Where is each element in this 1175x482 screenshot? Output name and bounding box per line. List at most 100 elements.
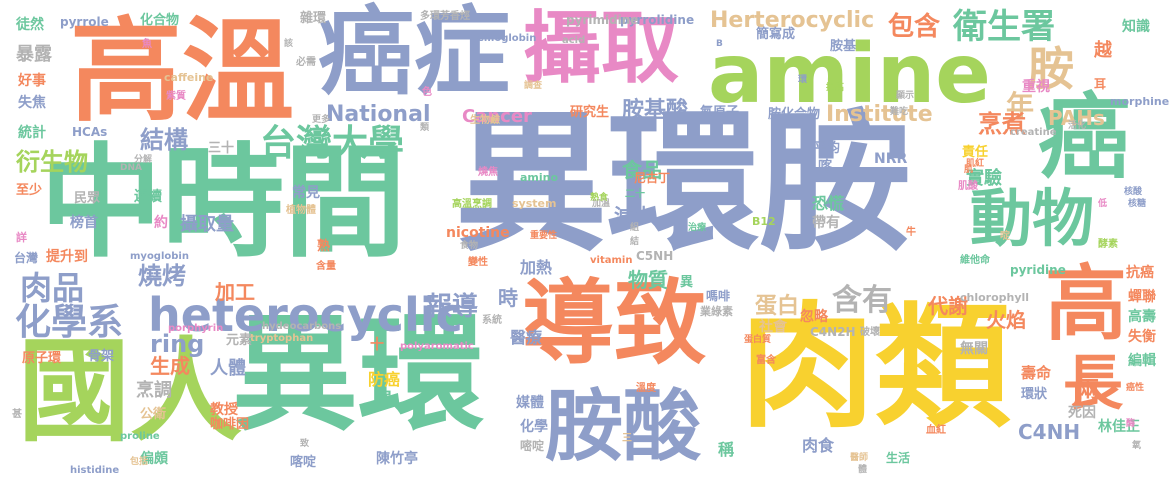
cloud-word: 烹調	[136, 380, 172, 401]
cloud-word: 提高	[826, 83, 845, 93]
cloud-word: 核酸	[1124, 187, 1143, 197]
cloud-word: tryptophan	[250, 333, 314, 344]
cloud-word: 壽命	[1021, 364, 1052, 382]
cloud-word: Institute	[826, 102, 933, 127]
cloud-word: 編輯	[1128, 353, 1156, 369]
cloud-word: 癌症	[318, 0, 510, 108]
cloud-word: 癌	[1038, 84, 1131, 191]
cloud-word: 加溫	[592, 199, 611, 209]
cloud-word: 台灣	[14, 251, 39, 265]
cloud-word: pyrrolidine	[620, 13, 695, 27]
cloud-word: 顯示	[896, 91, 915, 101]
cloud-word: Cancer	[462, 106, 532, 127]
cloud-word: 更多	[312, 115, 331, 125]
cloud-word: 嗎啡	[706, 289, 731, 303]
cloud-word: 異	[680, 275, 694, 290]
cloud-word: 食物	[460, 241, 479, 251]
cloud-word: 肌酸	[958, 181, 978, 192]
cloud-word: 加工	[215, 280, 255, 304]
cloud-word: 林佳正	[1098, 419, 1140, 435]
cloud-word: 生物鹼	[470, 115, 500, 126]
cloud-word: 牛	[906, 227, 916, 238]
cloud-word: 結構	[140, 126, 188, 154]
cloud-word: 氧	[1132, 441, 1142, 451]
cloud-word: 骨架	[88, 349, 115, 364]
cloud-word: 實驗	[966, 168, 1002, 189]
cloud-word: hydeocarbons	[262, 321, 342, 332]
cloud-word: 肌	[964, 165, 974, 175]
cloud-word: 雜環	[300, 11, 327, 26]
cloud-word: 醫療	[510, 328, 543, 347]
cloud-word: proline	[120, 431, 160, 442]
cloud-word: 研究生	[570, 105, 610, 120]
cloud-word: hemoglobin	[470, 33, 537, 44]
cloud-word: 稱	[718, 440, 735, 459]
cloud-word: caffeine	[164, 71, 214, 84]
cloud-word: 環狀	[1021, 387, 1048, 402]
cloud-word: 失衡	[1128, 329, 1156, 345]
cloud-word: 氮原子	[700, 105, 740, 120]
cloud-word: porphyrin	[168, 323, 224, 334]
cloud-word: 常見	[292, 185, 320, 201]
cloud-word: 酶	[1126, 419, 1136, 429]
cloud-word: chlorophyll	[960, 291, 1030, 304]
cloud-word: ring	[150, 330, 205, 358]
cloud-word: 色	[422, 87, 432, 98]
cloud-word: pyrrole	[60, 15, 109, 29]
cloud-word: 紫質	[166, 91, 186, 102]
cloud-word: NRR	[874, 151, 908, 167]
cloud-word: 榜首	[70, 215, 98, 231]
cloud-word: 類	[420, 123, 430, 133]
cloud-word: 平均	[814, 141, 841, 156]
cloud-word: 血紅	[926, 425, 946, 436]
cloud-word: 含量	[316, 261, 336, 272]
cloud-word: 系統	[482, 315, 502, 326]
cloud-word: 加熱	[520, 258, 553, 277]
cloud-word: 胺酸	[545, 382, 702, 472]
cloud-word: 兩	[1077, 378, 1100, 403]
cloud-word: 至少	[16, 183, 43, 198]
cloud-word: 變性	[468, 257, 488, 268]
cloud-word: PAHs	[1048, 106, 1105, 130]
cloud-word: 活化	[1068, 121, 1087, 131]
cloud-word: 包括	[130, 457, 149, 467]
cloud-word: 酵素	[1098, 239, 1118, 250]
cloud-word: 動物	[970, 182, 1095, 255]
cloud-word: 結	[630, 237, 640, 247]
cloud-word: 低	[1098, 199, 1108, 209]
cloud-word: histidine	[70, 465, 120, 476]
cloud-word: 生成	[150, 354, 190, 378]
cloud-word: 統計	[18, 125, 46, 141]
cloud-word: 蟬聯	[1128, 289, 1156, 305]
cloud-word: 簡寫成	[756, 27, 796, 42]
cloud-word: Herterocyclic	[710, 8, 875, 33]
cloud-word: 衍生物	[16, 148, 88, 176]
cloud-word: 民眾	[74, 191, 101, 206]
cloud-word: 溫度	[636, 383, 656, 394]
cloud-word: 攝取	[523, 4, 680, 94]
cloud-word: 耳	[1094, 77, 1107, 91]
cloud-word: 死因	[1068, 405, 1096, 421]
cloud-word: B12	[752, 215, 776, 228]
cloud-word: HCAs	[72, 125, 108, 139]
cloud-word: nicotine	[446, 225, 510, 241]
cloud-word: 忽略	[800, 309, 828, 325]
cloud-word: 抗癌	[1126, 265, 1154, 281]
cloud-word: 癌性	[1126, 383, 1145, 393]
cloud-word: 該	[284, 39, 294, 49]
cloud-word: 導致	[522, 270, 707, 377]
cloud-word: 公衛	[140, 407, 167, 422]
cloud-word: 化學系	[15, 302, 124, 343]
cloud-word: 重要性	[530, 231, 558, 241]
cloud-word: 分解	[134, 155, 153, 165]
cloud-word: 長	[1063, 349, 1123, 419]
cloud-word: 物質	[628, 268, 668, 292]
cloud-word: 原子環	[22, 351, 62, 366]
cloud-word: 化學	[520, 419, 548, 435]
cloud-word: 肉品	[20, 269, 85, 307]
cloud-word: 燒焦	[478, 167, 498, 178]
cloud-word: 咖啡因	[210, 417, 250, 432]
cloud-word: amino	[520, 171, 559, 184]
cloud-word: 啶	[1000, 231, 1010, 242]
